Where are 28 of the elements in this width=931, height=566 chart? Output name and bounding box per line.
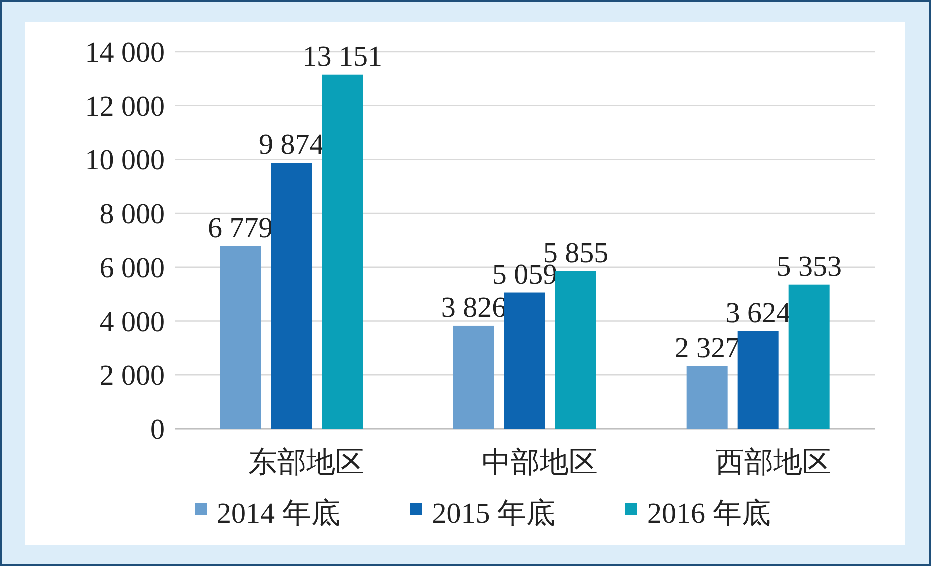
data-label: 3 624 [726, 297, 792, 330]
bar [556, 271, 596, 429]
bar [738, 331, 779, 429]
bar [220, 246, 262, 429]
data-label: 3 826 [441, 292, 507, 324]
bar [788, 284, 830, 429]
y-tick-label: 6 000 [100, 252, 165, 284]
x-tick-label: 东部地区 [248, 447, 365, 479]
legend-label: 2015 年底 [432, 498, 556, 530]
bar [686, 366, 728, 429]
data-label: 5 353 [776, 250, 842, 283]
bar [271, 163, 312, 429]
bar [322, 74, 364, 429]
bar [504, 292, 546, 429]
y-tick-label: 12 000 [85, 90, 165, 123]
y-tick-label: 2 000 [100, 360, 165, 392]
y-tick-label: 10 000 [85, 144, 165, 177]
x-tick-label: 西部地区 [715, 447, 832, 479]
x-tick-label: 中部地区 [482, 447, 598, 479]
y-tick-label: 4 000 [100, 306, 165, 338]
y-tick-label: 8 000 [100, 198, 165, 231]
data-label: 13 151 [302, 40, 383, 73]
y-tick-label: 14 000 [85, 37, 165, 69]
bar [454, 326, 494, 429]
legend-label: 2014 年底 [217, 498, 340, 530]
legend-label: 2016 年底 [648, 498, 771, 530]
y-tick-label: 0 [150, 414, 165, 446]
data-label: 2 327 [674, 332, 740, 364]
